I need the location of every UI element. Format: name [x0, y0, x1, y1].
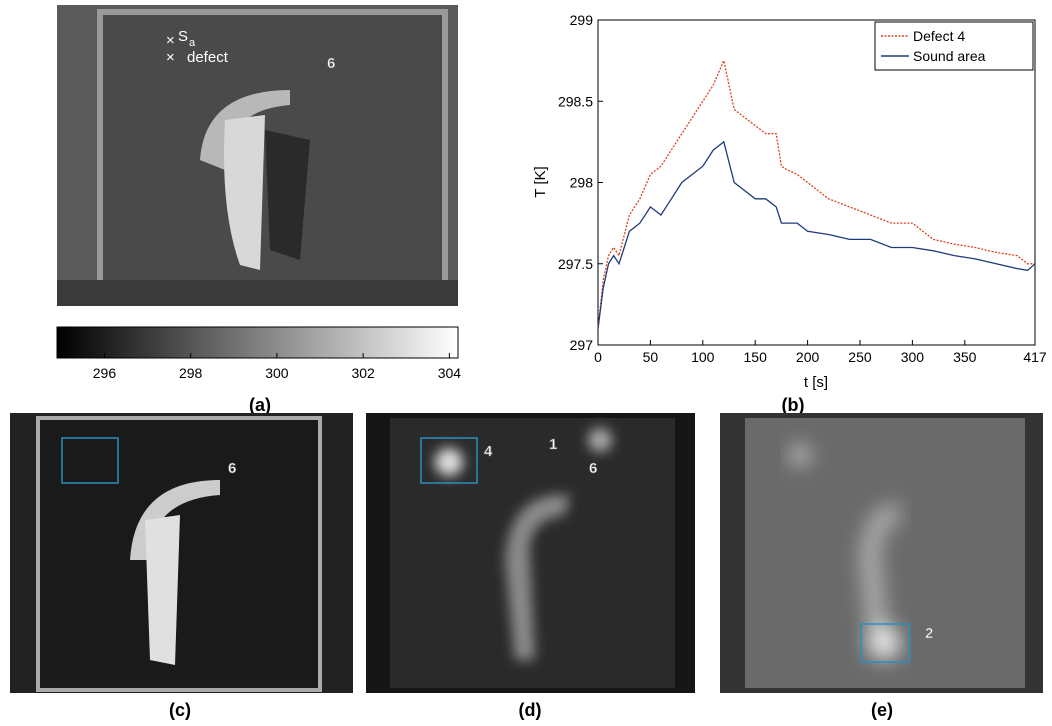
series-line [597, 140, 1036, 329]
y-tick-label: 297 [570, 337, 594, 353]
y-axis-label: T [K] [532, 166, 549, 197]
defect-number: 2 [925, 625, 933, 642]
defect-number: 6 [589, 460, 597, 477]
panel-label: (c) [169, 700, 191, 720]
y-tick-label: 298.5 [558, 93, 593, 109]
x-tick-label: 200 [796, 349, 820, 365]
colorbar-tick-label: 298 [179, 365, 203, 381]
legend-label: Sound area [913, 48, 986, 64]
defect-number: 1 [549, 436, 557, 453]
marker: × [166, 49, 175, 66]
x-axis-label: t [s] [804, 374, 828, 391]
x-tick-label: 0 [594, 349, 602, 365]
y-tick-label: 299 [570, 12, 594, 28]
thermal-image-d: 4 1 6 [366, 413, 695, 693]
defect-number: 6 [228, 460, 236, 477]
x-tick-label: 50 [643, 349, 659, 365]
x-tick-label: 150 [744, 349, 768, 365]
legend-box [874, 21, 1034, 71]
annotation: defect [187, 49, 229, 66]
y-tick-label: 297.5 [558, 256, 593, 272]
thermal-image-a: × S a × defect 6 [57, 5, 458, 306]
defect-number: 6 [327, 55, 335, 72]
panel-label: (b) [782, 395, 805, 415]
marker: × [166, 32, 175, 49]
panel-label: (d) [519, 700, 542, 720]
colorbar-tick-label: 302 [351, 365, 375, 381]
thermal-image-e: 2 [720, 413, 1043, 693]
legend-label: Defect 4 [913, 28, 965, 44]
x-tick-label: 417 [1023, 349, 1047, 365]
colorbar [56, 326, 459, 359]
thermal-image-c: 6 [10, 413, 353, 693]
panel-label: (a) [249, 395, 271, 415]
annotation: S [178, 28, 188, 45]
colorbar-tick-label: 296 [93, 365, 117, 381]
x-tick-label: 250 [848, 349, 872, 365]
colorbar-tick-label: 300 [265, 365, 289, 381]
panel-label: (e) [871, 700, 893, 720]
defect-number: 4 [484, 443, 493, 460]
x-tick-label: 300 [901, 349, 925, 365]
x-tick-label: 350 [953, 349, 977, 365]
series-line [597, 58, 1035, 329]
annotation-sub: a [189, 37, 196, 49]
x-tick-label: 100 [691, 349, 715, 365]
colorbar-tick-label: 304 [438, 365, 462, 381]
y-tick-label: 298 [570, 175, 594, 191]
